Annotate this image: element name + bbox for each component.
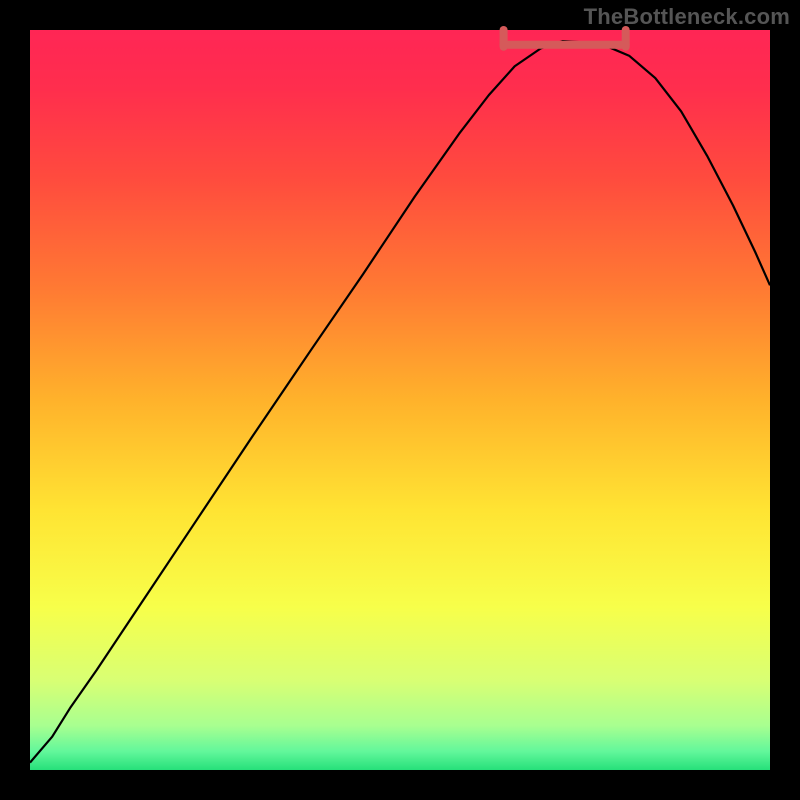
- chart-frame: TheBottleneck.com: [0, 0, 800, 800]
- gradient-plot-area: [30, 30, 770, 770]
- bottleneck-chart-svg: [0, 0, 800, 800]
- watermark-text: TheBottleneck.com: [584, 4, 790, 30]
